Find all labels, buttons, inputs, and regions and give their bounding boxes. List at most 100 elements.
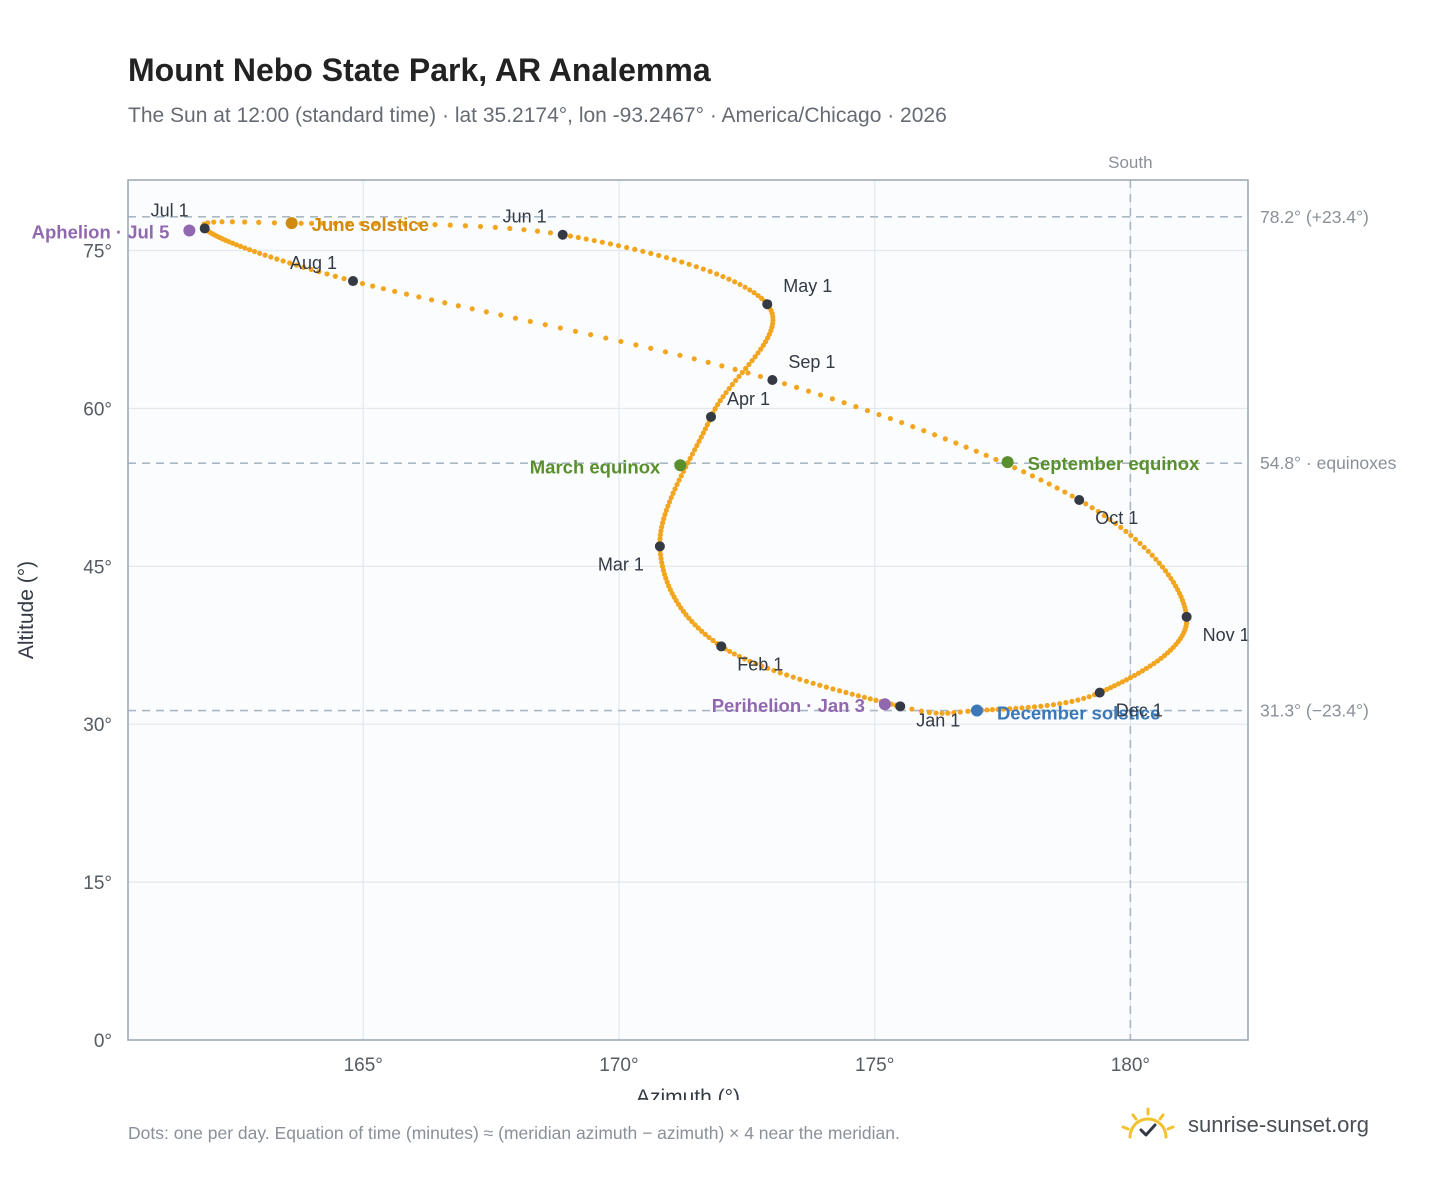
day-dot	[671, 257, 677, 263]
month-label: May 1	[783, 276, 832, 296]
day-dot	[1001, 706, 1007, 712]
day-dot	[547, 230, 554, 236]
day-dot	[876, 411, 882, 418]
day-dot	[1069, 698, 1075, 704]
month-label: Oct 1	[1095, 508, 1138, 528]
day-dot	[1101, 512, 1107, 519]
brand[interactable]: sunrise-sunset.org	[1120, 1100, 1369, 1150]
month-marker	[1094, 687, 1105, 698]
day-dot	[1141, 544, 1147, 550]
month-label: Jun 1	[503, 207, 547, 227]
day-dot	[830, 686, 836, 692]
day-dot	[753, 661, 759, 667]
day-dot	[736, 373, 742, 380]
day-dot	[1019, 705, 1025, 711]
reference-label: 78.2° (+23.4°)	[1260, 207, 1369, 227]
day-dot	[747, 287, 753, 293]
day-dot	[583, 236, 589, 242]
day-dot	[790, 674, 796, 680]
day-dot	[599, 239, 605, 245]
day-dot	[301, 264, 307, 270]
day-dot	[755, 350, 761, 356]
day-dot	[591, 237, 597, 244]
day-dot	[939, 710, 945, 716]
day-dot	[749, 358, 755, 364]
day-dot	[358, 220, 365, 227]
day-dot	[658, 528, 664, 534]
brand-name[interactable]: sunrise-sunset.org	[1188, 1112, 1369, 1137]
month-marker	[348, 276, 359, 287]
event-marker	[1001, 456, 1014, 469]
day-dot	[380, 286, 386, 292]
day-dot	[692, 622, 698, 628]
day-dot	[1089, 505, 1095, 511]
day-dot	[984, 707, 990, 713]
day-dot	[887, 415, 893, 422]
day-dot	[1038, 703, 1044, 709]
day-dot	[534, 228, 541, 234]
day-dot	[1118, 524, 1124, 531]
sun-check-icon	[1121, 1107, 1175, 1139]
day-dot	[1162, 568, 1169, 574]
day-dot	[746, 361, 752, 368]
day-dot	[332, 273, 338, 279]
day-dot	[714, 271, 720, 277]
day-dot	[287, 260, 293, 266]
day-dot	[983, 452, 989, 458]
day-dot	[403, 291, 410, 297]
markers	[183, 217, 1192, 717]
day-dot	[512, 315, 519, 321]
day-dot	[1143, 665, 1149, 672]
day-dot	[926, 709, 932, 715]
day-dot	[668, 494, 674, 501]
day-dot	[719, 363, 725, 369]
day-dot	[995, 706, 1001, 712]
day-dot	[1054, 485, 1060, 491]
day-dot	[320, 220, 326, 227]
day-dot	[662, 511, 668, 518]
day-dot	[836, 688, 843, 694]
day-dot	[951, 710, 957, 716]
day-dot	[689, 618, 695, 625]
day-dot	[873, 697, 879, 703]
day-dot	[715, 402, 721, 408]
day-dot	[758, 346, 764, 352]
day-dot	[657, 551, 664, 558]
event-marker	[970, 704, 983, 717]
day-dot	[640, 248, 646, 254]
day-dot	[704, 422, 710, 428]
day-dot	[268, 254, 274, 260]
day-dot	[687, 455, 693, 462]
day-dot	[817, 682, 823, 688]
day-dot	[298, 220, 304, 226]
day-dot	[717, 398, 723, 404]
day-dot	[293, 262, 300, 268]
day-dot	[765, 665, 771, 671]
event-label: Perihelion · Jan 3	[712, 695, 865, 716]
day-dot	[864, 407, 871, 414]
day-dot	[1081, 695, 1087, 702]
day-dot	[658, 555, 664, 562]
day-dot	[662, 349, 669, 355]
day-dot	[345, 220, 351, 227]
day-dot	[689, 451, 696, 457]
day-dot	[659, 563, 666, 570]
day-dot	[663, 507, 669, 513]
day-dot	[1127, 675, 1134, 681]
day-dot	[633, 342, 639, 348]
month-marker	[1181, 611, 1192, 622]
day-dot	[729, 381, 736, 388]
day-dot	[700, 430, 706, 436]
month-marker	[762, 299, 773, 310]
y-tick-label: 45°	[83, 557, 112, 578]
day-dot	[1135, 670, 1142, 676]
day-dot	[1007, 706, 1013, 712]
day-dot	[237, 243, 244, 249]
x-axis-label: Azimuth (°)	[636, 1086, 740, 1100]
day-dot	[723, 389, 729, 396]
day-dot	[648, 345, 654, 351]
day-dot	[324, 271, 330, 277]
day-dot	[805, 388, 812, 394]
event-label: June solstice	[312, 214, 429, 235]
day-dot	[742, 284, 748, 290]
